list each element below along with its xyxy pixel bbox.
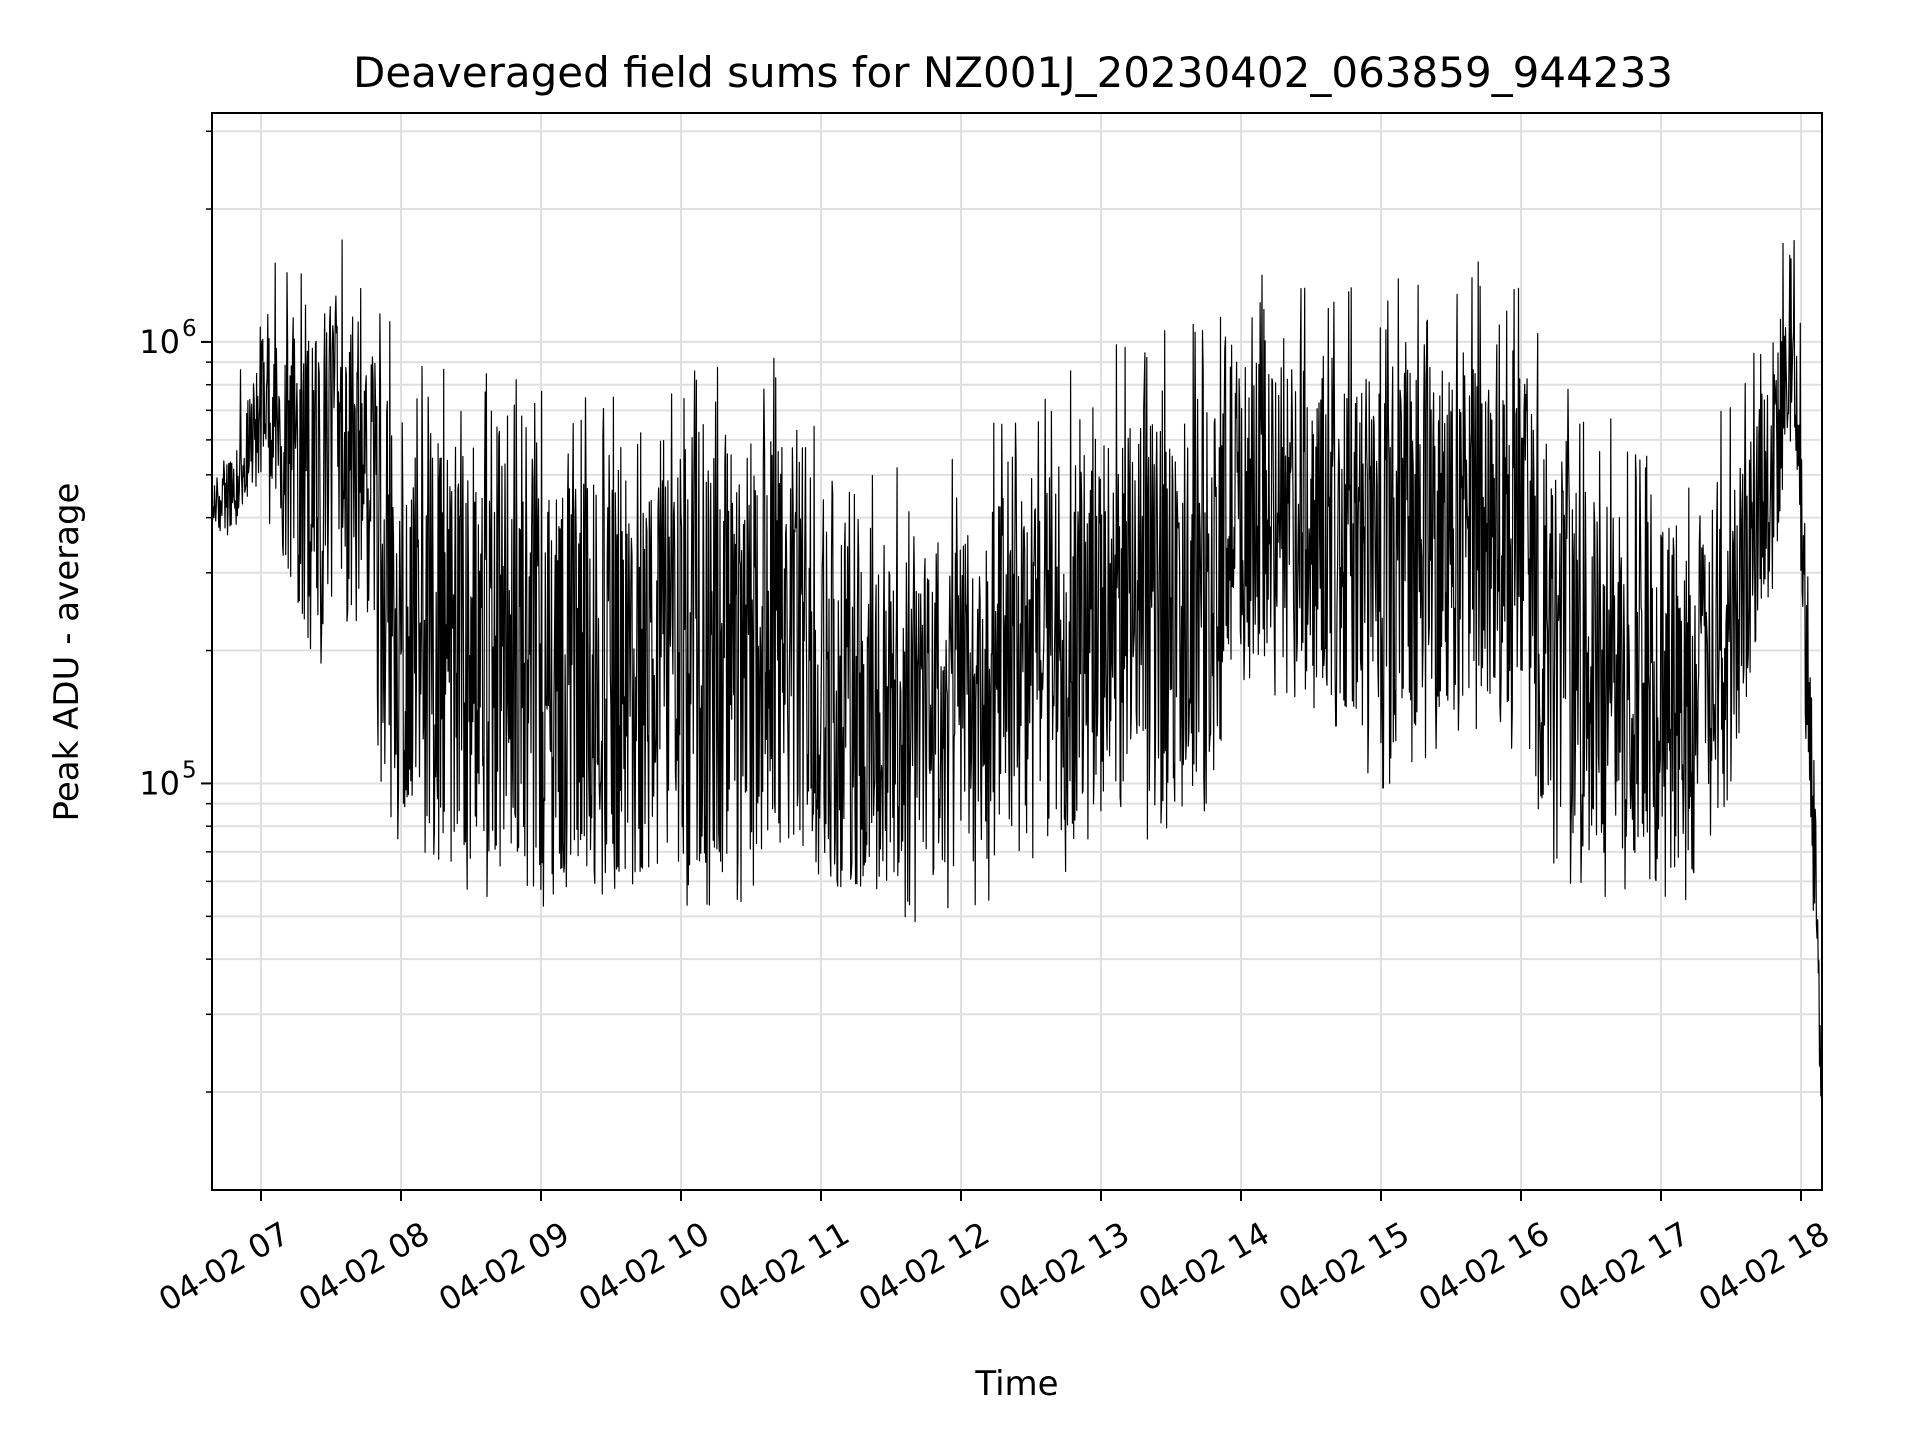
y-tick-label: 10 [139, 323, 180, 361]
y-axis-label: Peak ADU - average [47, 483, 87, 822]
x-axis-label: Time [974, 1364, 1058, 1404]
x-tick-label: 04-02 08 [292, 1214, 436, 1319]
grid [212, 113, 1822, 1190]
x-tick-label: 04-02 16 [1412, 1214, 1556, 1319]
x-tick-label: 04-02 09 [432, 1214, 576, 1319]
x-tick-label: 04-02 07 [152, 1214, 296, 1319]
series-line [211, 239, 1823, 1115]
x-tick-label: 04-02 15 [1272, 1214, 1416, 1319]
x-tick-label: 04-02 11 [712, 1214, 856, 1319]
x-tick-label: 04-02 10 [572, 1214, 716, 1319]
x-tick-label: 04-02 12 [852, 1214, 996, 1319]
y-tick-label: 10 [139, 764, 180, 802]
x-tick-label: 04-02 18 [1692, 1214, 1836, 1319]
y-tick-label-exponent: 6 [182, 316, 197, 342]
x-tick-label: 04-02 14 [1132, 1214, 1276, 1319]
plot-frame [211, 112, 1823, 1191]
data-trace [211, 239, 1823, 1115]
y-tick-label-exponent: 5 [182, 757, 197, 783]
x-tick-label: 04-02 17 [1552, 1214, 1696, 1319]
x-tick-label: 04-02 13 [992, 1214, 1136, 1319]
chart-title: Deaveraged field sums for NZ001J_2023040… [353, 48, 1673, 97]
